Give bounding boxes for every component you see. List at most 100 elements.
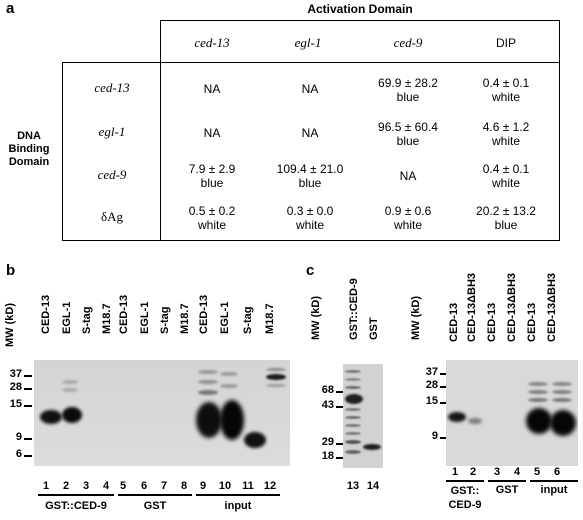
mw-marker: 37: [9, 368, 22, 380]
blot-band: [345, 450, 361, 454]
table-border-top: [160, 20, 560, 21]
col-header-dip: DIP: [495, 36, 516, 50]
blot-band: [40, 410, 62, 424]
table-cell: 20.2 ± 13.2 blue: [476, 204, 536, 232]
lane-number: 6: [553, 466, 561, 478]
table-border-left: [62, 62, 63, 240]
table-cell: 0.5 ± 0.2 white: [188, 204, 236, 232]
blot-band: [345, 370, 361, 373]
mw-axis-label: MW (kD): [310, 296, 322, 340]
blot-band: [62, 380, 78, 384]
group-bracket: [38, 494, 114, 496]
mw-tick: [440, 373, 448, 375]
blot-band: [266, 384, 286, 387]
blot-band: [220, 400, 244, 440]
lane-label: CED-13: [198, 294, 210, 334]
mw-tick: [336, 406, 344, 408]
lane-number: 4: [513, 466, 521, 478]
table-header-divider: [160, 62, 560, 63]
lane-number: 3: [493, 466, 501, 478]
table-border-top-left: [62, 62, 160, 63]
table-cell: NA: [203, 82, 221, 96]
lane-label: EGL-1: [139, 301, 151, 334]
row-header-ced-13: ced-13: [94, 80, 130, 95]
group-bracket: [446, 480, 484, 482]
mw-marker: 37: [425, 366, 438, 378]
lane-number: 5: [533, 466, 541, 478]
blot-c-right: [446, 360, 578, 466]
table-border-right: [559, 20, 560, 240]
blot-band: [345, 378, 361, 381]
panel-a-label: a: [6, 0, 15, 17]
table-cell: 0.3 ± 0.0 white: [286, 204, 334, 232]
table-border-bottom: [62, 240, 560, 241]
blot-band: [266, 368, 286, 371]
blot-band: [345, 424, 361, 427]
group-label: GST: [495, 484, 519, 496]
mw-tick: [440, 386, 448, 388]
mw-marker: 29: [321, 436, 334, 448]
blot-b: [34, 360, 290, 466]
lane-number: 3: [82, 480, 90, 492]
blot-band: [526, 408, 552, 434]
table-cell: NA: [399, 169, 417, 183]
blot-band: [552, 398, 572, 402]
table-cell: 109.4 ± 21.0 blue: [276, 162, 344, 190]
table-cell: 4.6 ± 1.2 white: [482, 120, 530, 148]
lane-number: 8: [180, 480, 188, 492]
panel-b-label: b: [6, 262, 16, 279]
row-header-ced-9: ced-9: [97, 167, 127, 182]
blot-band: [345, 394, 363, 404]
lane-number: 7: [160, 480, 168, 492]
blot-band: [345, 386, 361, 389]
mw-marker: 28: [9, 381, 22, 393]
mw-tick: [24, 438, 32, 440]
blot-band: [266, 374, 286, 380]
lane-number: 9: [199, 480, 207, 492]
lane-number: 14: [366, 480, 380, 492]
mw-tick: [336, 443, 344, 445]
lane-label: S-tag: [159, 306, 171, 335]
group-bracket: [488, 480, 526, 482]
col-header-egl-1: egl-1: [294, 35, 322, 50]
mw-tick: [440, 402, 448, 404]
group-label: GST: [143, 500, 167, 512]
lane-label: GST::CED-9: [348, 278, 360, 340]
col-header-ced-9: ced-9: [393, 35, 423, 50]
blot-band: [62, 388, 78, 392]
lane-number: 10: [218, 480, 232, 492]
group-label: GST::CED-9: [45, 500, 107, 512]
lane-label: CED-13: [118, 294, 130, 334]
mw-tick: [336, 457, 344, 459]
group-bracket: [118, 494, 192, 496]
lane-label: EGL-1: [219, 301, 231, 334]
table-cell: 0.4 ± 0.1 white: [482, 162, 530, 190]
table-cell: NA: [301, 82, 319, 96]
lane-number: 12: [263, 480, 277, 492]
lane-number: 1: [42, 480, 50, 492]
blot-band: [528, 398, 548, 402]
mw-axis-label: MW (kD): [4, 303, 16, 347]
lane-label: CED-13ΔBH3: [506, 272, 518, 342]
group-bracket: [196, 494, 280, 496]
lane-label: M18.7: [264, 303, 276, 334]
table-row-header-divider: [160, 20, 161, 240]
row-header-delta-ag: δAg: [100, 209, 123, 224]
blot-band: [244, 432, 266, 448]
lane-number: 2: [62, 480, 70, 492]
blot-band: [552, 382, 572, 386]
group-label: input: [224, 500, 252, 512]
blot-band: [528, 390, 548, 394]
lane-label: S-tag: [81, 306, 93, 335]
lane-label: CED-13: [526, 302, 538, 342]
mw-marker: 18: [321, 450, 334, 462]
mw-tick: [24, 455, 32, 457]
lane-label: CED-13ΔBH3: [466, 272, 478, 342]
table-cell: 69.9 ± 28.2 blue: [378, 76, 438, 104]
blot-band: [220, 384, 238, 388]
blot-band: [62, 407, 82, 423]
lane-label: CED-13ΔBH3: [546, 272, 558, 342]
lane-label: M18.7: [179, 303, 191, 334]
table-cell: NA: [203, 126, 221, 140]
table-cell: 0.4 ± 0.1 white: [482, 76, 530, 104]
